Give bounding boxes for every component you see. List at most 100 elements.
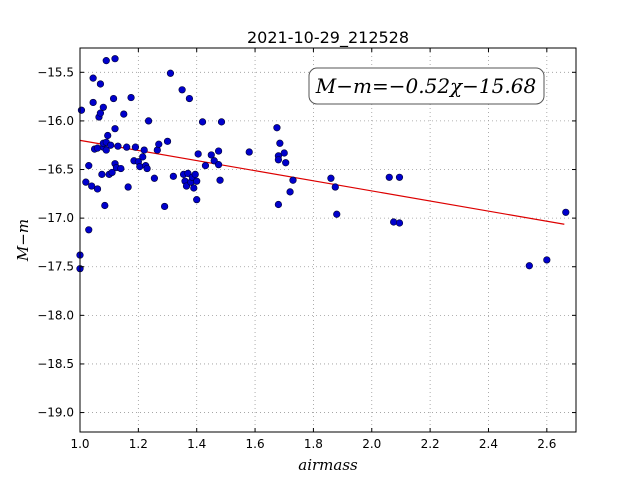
data-point — [201, 162, 210, 170]
data-point — [274, 200, 283, 209]
data-point — [327, 174, 335, 182]
axis-ticks — [79, 48, 576, 432]
data-point — [140, 146, 148, 154]
data-point — [96, 109, 105, 117]
y-tick-label: −18.0 — [37, 308, 74, 322]
data-point — [190, 184, 198, 192]
data-point — [161, 202, 169, 211]
data-point — [178, 86, 186, 94]
x-tick-label: 2.0 — [362, 437, 381, 451]
data-point — [333, 210, 341, 218]
data-point — [102, 146, 110, 154]
data-point — [217, 118, 226, 126]
data-point — [216, 176, 224, 184]
y-tick-labels: −15.5 −16.0 −16.5 −17.0 −17.5 −18.0 −18.5 −19.0 — [37, 65, 74, 419]
x-tick-labels: 1.0 1.2 1.4 1.6 1.8 2.0 2.2 2.4 2.6 — [70, 437, 556, 451]
data-points — [76, 55, 570, 273]
y-tick-label: −18.5 — [37, 357, 74, 371]
x-tick-label: 1.6 — [246, 437, 265, 451]
data-point — [143, 164, 151, 173]
data-point — [120, 110, 128, 118]
data-point — [108, 168, 116, 177]
y-tick-label: −17.5 — [37, 260, 74, 274]
data-point — [155, 140, 163, 148]
grid — [79, 48, 576, 432]
fit-equation: M−m=−0.52χ−15.68 — [315, 74, 536, 98]
data-point — [390, 218, 398, 226]
data-point — [144, 117, 153, 125]
data-point — [111, 125, 119, 133]
data-point — [289, 176, 297, 184]
data-point — [185, 94, 194, 103]
fit-line-layer — [79, 139, 565, 225]
data-point — [104, 131, 112, 140]
data-point — [136, 163, 144, 171]
data-point — [207, 151, 215, 159]
x-tick-label: 1.0 — [70, 437, 89, 451]
data-point — [395, 173, 404, 181]
y-tick-label: −17.0 — [37, 211, 74, 225]
data-point — [88, 182, 96, 190]
data-point — [99, 103, 107, 111]
y-tick-label: −15.5 — [37, 65, 74, 79]
data-point — [385, 173, 393, 181]
data-point — [98, 170, 106, 178]
chart-title: 2021-10-29_212528 — [247, 28, 409, 48]
data-point — [114, 142, 122, 150]
data-point — [124, 183, 132, 191]
data-point — [274, 156, 283, 164]
data-point — [276, 139, 284, 147]
data-point — [85, 226, 93, 234]
data-point — [150, 174, 158, 182]
x-tick-label: 2.6 — [537, 437, 556, 451]
data-point — [153, 146, 161, 154]
x-tick-label: 1.8 — [304, 437, 323, 451]
y-tick-label: −16.5 — [37, 163, 74, 177]
plot-frame — [79, 47, 577, 433]
data-point — [93, 185, 102, 193]
data-point — [273, 124, 281, 132]
data-point — [89, 98, 97, 107]
data-point — [395, 219, 404, 227]
y-tick-label: −16.0 — [37, 114, 74, 128]
data-point — [193, 177, 201, 185]
data-point — [85, 162, 93, 170]
data-point — [101, 201, 109, 210]
data-point — [93, 144, 102, 152]
data-point — [282, 159, 290, 167]
data-point — [525, 262, 533, 270]
data-point — [107, 141, 115, 149]
x-tick-label: 1.2 — [129, 437, 148, 451]
data-point — [82, 178, 90, 186]
y-axis-label: M−m — [14, 219, 32, 262]
data-point — [77, 106, 86, 114]
data-point — [191, 170, 199, 178]
data-point — [96, 80, 105, 88]
data-point — [127, 93, 135, 102]
x-tick-label: 2.2 — [421, 437, 440, 451]
data-point — [166, 69, 175, 77]
data-point — [245, 148, 253, 156]
data-point — [139, 153, 147, 161]
data-point — [194, 150, 202, 158]
data-point — [111, 55, 119, 63]
data-point — [131, 143, 140, 151]
data-point — [214, 147, 223, 155]
data-point — [280, 149, 288, 157]
x-tick-label: 1.4 — [187, 437, 206, 451]
data-point — [89, 74, 97, 82]
x-axis-label: airmass — [298, 456, 358, 474]
data-point — [193, 196, 201, 204]
data-point — [286, 188, 294, 196]
data-point — [102, 57, 110, 65]
data-point — [109, 94, 118, 103]
fit-line — [79, 139, 565, 225]
data-point — [163, 137, 172, 145]
data-point — [331, 183, 339, 191]
data-point — [123, 143, 131, 151]
data-point — [214, 161, 223, 169]
y-tick-label: −19.0 — [37, 406, 74, 420]
data-point — [543, 256, 551, 264]
fit-equation-box — [308, 67, 545, 105]
